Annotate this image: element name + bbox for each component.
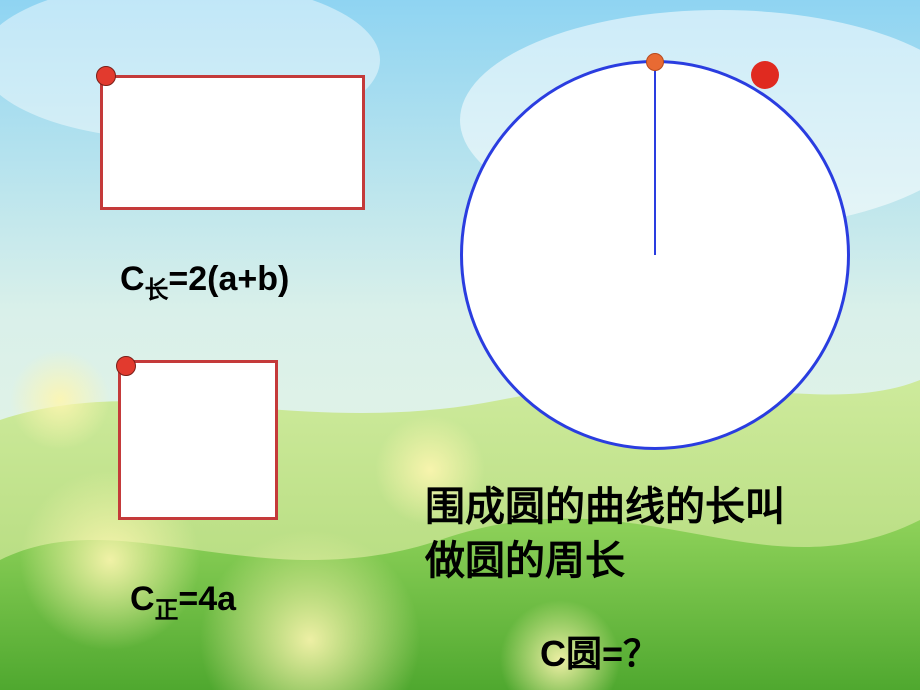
circle-formula: C圆=？ bbox=[540, 625, 659, 677]
sq-formula-rest: =4a bbox=[178, 580, 236, 618]
rect-formula-C: C bbox=[120, 260, 145, 298]
circle-description: 围成圆的曲线的长叫 做圆的周长 bbox=[425, 480, 785, 588]
rectangle-corner-dot bbox=[96, 66, 116, 86]
square-shape bbox=[118, 360, 278, 520]
square-corner-dot bbox=[116, 356, 136, 376]
circle-radius-line bbox=[654, 63, 656, 255]
circle-desc-line1: 围成圆的曲线的长叫 bbox=[425, 480, 785, 534]
rectangle-formula: C长=2(a+b) bbox=[120, 260, 289, 305]
circle-desc-line2: 做圆的周长 bbox=[425, 534, 785, 588]
sq-formula-sub: 正 bbox=[155, 597, 179, 624]
circle-top-dot bbox=[646, 53, 664, 71]
content-layer: C长=2(a+b) C正=4a 围成圆的曲线的长叫 做圆的周长 C圆=？ bbox=[0, 0, 920, 690]
rectangle-shape bbox=[100, 75, 365, 210]
square-formula: C正=4a bbox=[130, 580, 236, 625]
circle-outer-dot bbox=[751, 61, 779, 89]
rect-formula-rest: =2(a+b) bbox=[168, 260, 289, 298]
sq-formula-C: C bbox=[130, 580, 155, 618]
rect-formula-sub: 长 bbox=[145, 277, 169, 304]
